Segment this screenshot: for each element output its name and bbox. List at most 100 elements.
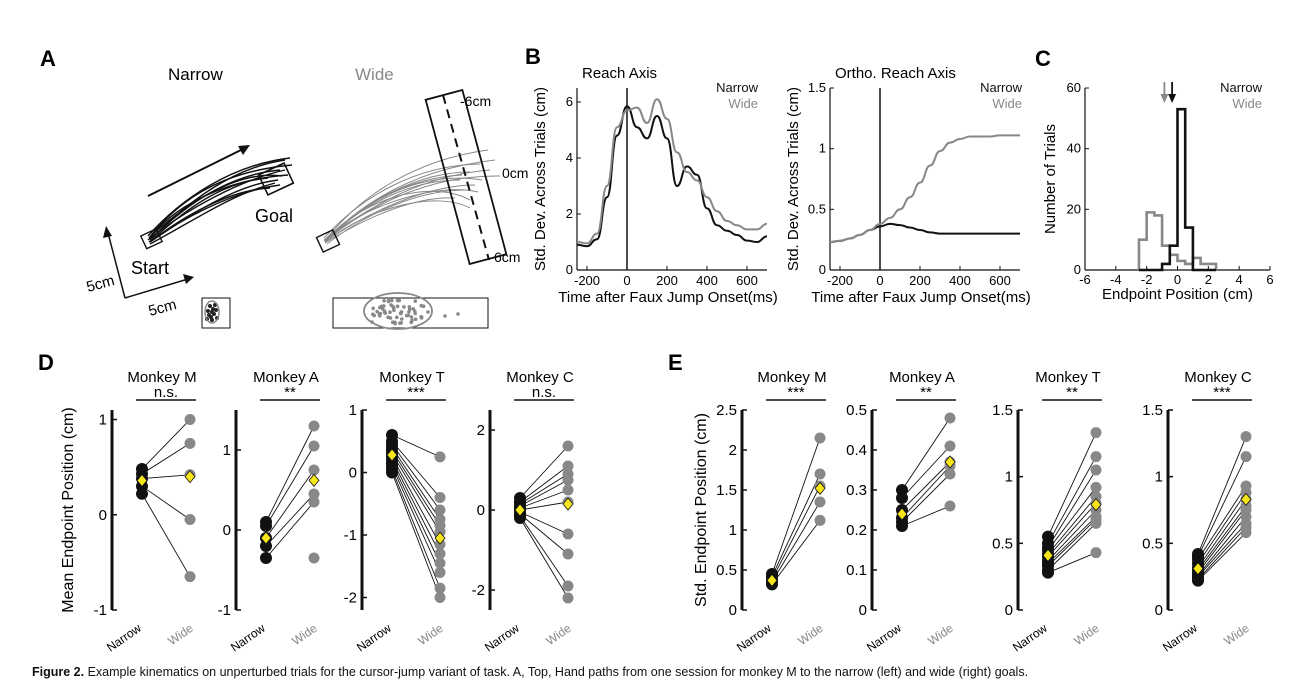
endpoint-dot bbox=[370, 320, 374, 324]
y-tick-label: 1 bbox=[819, 141, 826, 156]
wide-point bbox=[814, 468, 826, 480]
y-tick-label: 0 bbox=[477, 502, 485, 519]
significance-label: ** bbox=[920, 384, 932, 401]
pair-line bbox=[1197, 505, 1247, 571]
pair-line bbox=[1047, 456, 1097, 544]
wide-goal-center-line bbox=[442, 94, 490, 261]
endpoint-dot bbox=[399, 310, 404, 314]
series-line-wide bbox=[829, 134, 1020, 244]
wide-point bbox=[944, 468, 956, 480]
endpoint-dot bbox=[413, 317, 418, 322]
wide-endpoint-cloud bbox=[370, 298, 460, 326]
scale-arrowhead-vertical bbox=[103, 226, 112, 238]
pair-line bbox=[771, 501, 821, 583]
x-label-wide: Wide bbox=[925, 621, 956, 648]
wide-point bbox=[184, 571, 196, 583]
y-tick-label: 0 bbox=[223, 522, 231, 539]
narrow-point bbox=[260, 540, 272, 552]
y-axis-label: Number of Trials bbox=[1042, 124, 1059, 234]
narrow-mean-diamond bbox=[1042, 548, 1054, 562]
y-axis-label: Mean Endpoint Position (cm) bbox=[60, 407, 77, 612]
pair-line bbox=[1197, 436, 1247, 555]
y-tick-label: 20 bbox=[1067, 201, 1081, 216]
subplot-title: Monkey A bbox=[889, 369, 955, 386]
pair-line bbox=[901, 505, 951, 527]
y-tick-label: 0.5 bbox=[1142, 535, 1163, 552]
y-tick-label: 1 bbox=[1155, 469, 1163, 486]
wide-point bbox=[1240, 527, 1252, 539]
y-tick-label: 1 bbox=[99, 412, 107, 429]
pair-line bbox=[901, 445, 951, 499]
pair-line bbox=[771, 485, 821, 580]
scale-bar-vertical bbox=[107, 232, 126, 299]
pair-line bbox=[771, 473, 821, 577]
y-tick-label: 0.5 bbox=[716, 562, 737, 579]
x-tick-label: 200 bbox=[909, 273, 931, 288]
x-label-narrow: Narrow bbox=[104, 621, 144, 655]
panel-label-a: A bbox=[40, 46, 56, 71]
pair-line bbox=[391, 469, 441, 589]
x-label-wide: Wide bbox=[1071, 621, 1102, 648]
significance-label: ** bbox=[1066, 384, 1078, 401]
pair-line bbox=[519, 479, 569, 507]
endpoint-dot bbox=[395, 298, 400, 303]
pair-line bbox=[1047, 519, 1097, 567]
pair-line bbox=[1197, 509, 1247, 573]
endpoint-dot bbox=[382, 299, 386, 303]
pair-line bbox=[391, 447, 441, 520]
legend-narrow: Narrow bbox=[1220, 80, 1263, 95]
wide-point bbox=[434, 451, 446, 463]
wide-point bbox=[308, 496, 320, 508]
start-label: Start bbox=[131, 258, 169, 278]
wide-title: Wide bbox=[355, 65, 394, 84]
wide-point bbox=[434, 504, 446, 516]
narrow-mean-diamond bbox=[260, 531, 272, 545]
y-tick-label: 1 bbox=[223, 442, 231, 459]
narrow-point bbox=[136, 487, 148, 500]
pair-line bbox=[391, 466, 441, 573]
pair-line bbox=[1197, 516, 1247, 576]
x-label-wide: Wide bbox=[165, 621, 196, 648]
wide-point bbox=[1090, 547, 1102, 559]
significance-label: *** bbox=[407, 384, 425, 401]
wide-point bbox=[944, 440, 956, 452]
y-tick-label: 1 bbox=[729, 522, 737, 539]
legend-wide: Wide bbox=[992, 96, 1022, 111]
narrow-title: Narrow bbox=[168, 65, 224, 84]
hist-wide bbox=[1137, 211, 1218, 270]
subplot-monkey-m: -1 0 1 Monkey Mn.s. Narrow Wide bbox=[94, 369, 197, 655]
arrow-wide-mean-head bbox=[1160, 94, 1169, 103]
endpoint-dot bbox=[379, 304, 384, 309]
y-tick-label: 0.1 bbox=[846, 562, 867, 579]
wide-mean-diamond bbox=[944, 455, 956, 469]
endpoint-dot bbox=[371, 306, 376, 311]
subplot-monkey-c: 0 0.5 1 1.5 Monkey C*** Narrow Wide bbox=[1142, 369, 1252, 655]
y-tick-label: 0 bbox=[1074, 262, 1081, 277]
endpoint-dot bbox=[386, 298, 391, 303]
subplot-monkey-a: -1 0 1 Monkey A** Narrow Wide bbox=[218, 369, 320, 655]
x-tick-label: 0 bbox=[1174, 272, 1181, 287]
y-tick-label: 0.2 bbox=[846, 522, 867, 539]
x-label-wide: Wide bbox=[543, 621, 574, 648]
endpoint-dot bbox=[426, 310, 430, 314]
y-axis-label: Std. Dev. Across Trials (cm) bbox=[532, 87, 549, 271]
wide-point bbox=[562, 580, 574, 592]
pair-line bbox=[519, 445, 569, 499]
y-tick-label: 0 bbox=[859, 602, 867, 619]
narrow-point bbox=[260, 552, 272, 564]
wide-point bbox=[814, 496, 826, 508]
y-tick-label: -2 bbox=[344, 590, 357, 607]
tick-label-mid: 0cm bbox=[502, 165, 528, 181]
pair-line bbox=[1047, 503, 1097, 557]
pair-line bbox=[265, 493, 315, 547]
pair-line bbox=[1197, 523, 1247, 577]
legend-narrow: Narrow bbox=[716, 80, 759, 95]
y-tick-label: 0 bbox=[1005, 602, 1013, 619]
wide-point bbox=[1240, 451, 1252, 463]
wide-point bbox=[1090, 451, 1102, 463]
pair-line bbox=[1197, 499, 1247, 568]
